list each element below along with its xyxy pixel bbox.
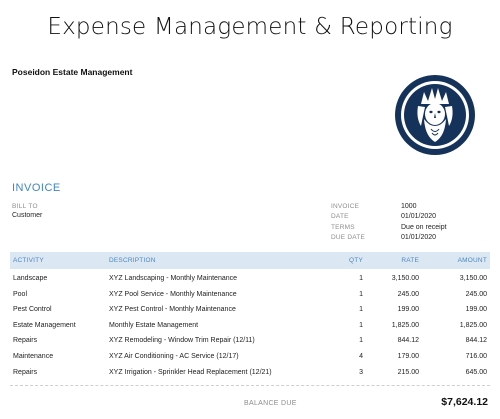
cell-description: XYZ Air Conditioning - AC Service (12/17…	[109, 352, 239, 360]
cell-qty: 3	[359, 368, 363, 376]
cell-description: XYZ Landscaping - Monthly Maintenance	[109, 275, 238, 282]
cell-activity: Maintenance	[13, 352, 54, 360]
document-title: INVOICE	[12, 182, 61, 194]
cell-activity: Pool	[13, 290, 28, 298]
invoice-date-row: DATE 01/01/2020	[331, 212, 447, 223]
cell-qty: 4	[359, 352, 363, 360]
meta-label: DATE	[331, 213, 349, 221]
poseidon-logo	[394, 74, 476, 156]
table-row: Landscape XYZ Landscaping - Monthly Main…	[10, 271, 490, 287]
cell-description: XYZ Pool Service - Monthly Maintenance	[109, 290, 237, 298]
cell-qty: 1	[359, 290, 363, 298]
invoice-number-row: INVOICE 1000	[331, 201, 447, 212]
balance-due-label: BALANCE DUE	[244, 400, 297, 407]
cell-rate: 199.00	[397, 306, 419, 314]
invoice-due-date-row: DUE DATE 01/01/2020	[331, 233, 447, 244]
meta-value: 01/01/2020	[401, 234, 437, 242]
header-activity: ACTIVITY	[13, 257, 44, 264]
table-row: Repairs XYZ Irrigation - Sprinkler Head …	[10, 365, 490, 381]
cell-description: Monthly Estate Management	[109, 321, 199, 329]
header-qty: QTY	[349, 257, 363, 264]
cell-rate: 844.12	[397, 337, 419, 345]
cell-activity: Repairs	[13, 368, 38, 376]
table-row: Estate Management Monthly Estate Managem…	[10, 318, 490, 334]
cell-qty: 1	[359, 275, 363, 282]
cell-activity: Landscape	[13, 275, 48, 282]
invoice-meta: INVOICE 1000 DATE 01/01/2020 TERMS Due o…	[331, 201, 447, 243]
cell-activity: Repairs	[13, 337, 38, 345]
cell-rate: 179.00	[397, 352, 419, 360]
banner-title: Expense Management & Reporting	[47, 14, 453, 40]
balance-due-value: $7,624.12	[441, 396, 488, 408]
meta-label: DUE DATE	[331, 234, 365, 242]
cell-rate: 215.00	[397, 368, 419, 376]
meta-label: INVOICE	[331, 202, 360, 210]
bill-to-label: BILL TO	[12, 203, 38, 210]
header-rate: RATE	[401, 257, 419, 264]
items-table-body: Landscape XYZ Landscaping - Monthly Main…	[10, 271, 490, 380]
cell-qty: 1	[359, 337, 363, 345]
meta-value: Due on receipt	[401, 223, 447, 231]
cell-activity: Pest Control	[13, 306, 52, 314]
cell-amount: 3,150.00	[459, 275, 487, 282]
bill-to-value: Customer	[12, 212, 43, 219]
cell-description: XYZ Pest Control - Monthly Maintenance	[109, 306, 236, 314]
items-table-header: ACTIVITY DESCRIPTION QTY RATE AMOUNT	[10, 252, 490, 269]
cell-amount: 1,825.00	[459, 321, 487, 329]
table-row: Pool XYZ Pool Service - Monthly Maintena…	[10, 287, 490, 303]
cell-rate: 1,825.00	[391, 321, 419, 329]
company-name: Poseidon Estate Management	[12, 67, 133, 77]
table-row: Repairs XYZ Remodeling - Window Trim Rep…	[10, 333, 490, 349]
header-description: DESCRIPTION	[109, 257, 156, 264]
cell-amount: 645.00	[465, 368, 487, 376]
meta-label: TERMS	[331, 223, 355, 231]
cell-rate: 245.00	[397, 290, 419, 298]
meta-value: 01/01/2020	[401, 213, 437, 221]
cell-amount: 245.00	[465, 290, 487, 298]
cell-rate: 3,150.00	[391, 275, 419, 282]
cell-amount: 199.00	[465, 306, 487, 314]
cell-amount: 844.12	[465, 337, 487, 345]
table-row: Pest Control XYZ Pest Control - Monthly …	[10, 302, 490, 318]
cell-amount: 716.00	[465, 352, 487, 360]
cell-activity: Estate Management	[13, 321, 76, 329]
header-amount: AMOUNT	[457, 257, 487, 264]
cell-qty: 1	[359, 306, 363, 314]
invoice-terms-row: TERMS Due on receipt	[331, 222, 447, 233]
cell-description: XYZ Irrigation - Sprinkler Head Replacem…	[109, 368, 272, 376]
cell-qty: 1	[359, 321, 363, 329]
cell-description: XYZ Remodeling - Window Trim Repair (12/…	[109, 337, 255, 345]
total-divider	[10, 385, 490, 386]
table-row: Maintenance XYZ Air Conditioning - AC Se…	[10, 349, 490, 365]
meta-value: 1000	[401, 202, 417, 210]
